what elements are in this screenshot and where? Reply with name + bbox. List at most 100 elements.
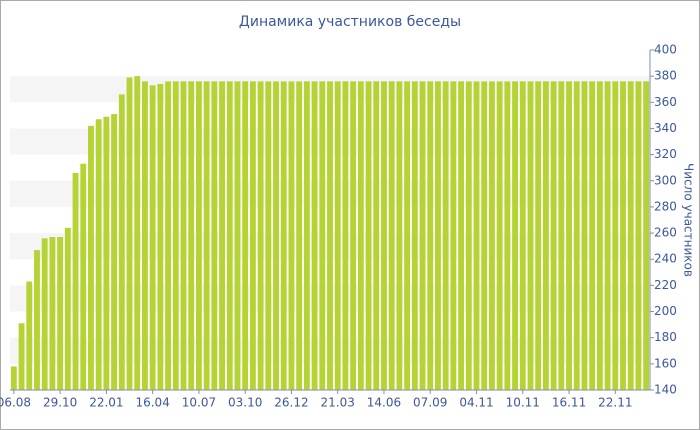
y-axis-label: Число участников bbox=[682, 163, 696, 277]
bar bbox=[596, 81, 603, 390]
x-tick-label: 06.08 bbox=[0, 396, 31, 410]
bar bbox=[334, 81, 341, 390]
bar bbox=[41, 238, 48, 390]
x-tick-label: 10.11 bbox=[506, 396, 540, 410]
bar bbox=[612, 81, 619, 390]
bar bbox=[10, 366, 17, 390]
y-tick-label: 140 bbox=[654, 383, 677, 397]
bar bbox=[149, 85, 156, 391]
y-tick-label: 300 bbox=[654, 173, 677, 187]
bar bbox=[257, 81, 264, 390]
bar bbox=[581, 81, 588, 390]
y-tick-label: 180 bbox=[654, 330, 677, 344]
bar bbox=[203, 81, 210, 390]
bar bbox=[550, 81, 557, 390]
bar bbox=[450, 81, 457, 390]
bar bbox=[458, 81, 465, 390]
y-tick-label: 220 bbox=[654, 278, 677, 292]
x-tick-label: 21.03 bbox=[321, 396, 355, 410]
bar bbox=[473, 81, 480, 390]
bar bbox=[118, 94, 125, 390]
y-tick-label: 320 bbox=[654, 147, 677, 161]
bar bbox=[342, 81, 349, 390]
x-tick-label: 16.04 bbox=[135, 396, 169, 410]
bar bbox=[381, 81, 387, 390]
bar bbox=[88, 125, 94, 390]
bar bbox=[49, 237, 56, 390]
bar bbox=[535, 81, 542, 390]
bar bbox=[249, 81, 256, 390]
x-tick-label: 04.11 bbox=[459, 396, 493, 410]
bar bbox=[280, 81, 287, 390]
x-tick-label: 07.09 bbox=[413, 396, 447, 410]
bar bbox=[311, 81, 318, 390]
bar bbox=[180, 81, 187, 390]
bar bbox=[57, 237, 64, 390]
x-tick-label: 03.10 bbox=[228, 396, 262, 410]
bar bbox=[604, 81, 611, 390]
bar bbox=[558, 81, 565, 390]
x-tick-label: 10.07 bbox=[182, 396, 216, 410]
bar bbox=[527, 81, 534, 390]
bar bbox=[103, 116, 110, 390]
bar bbox=[234, 81, 241, 390]
bar bbox=[427, 81, 434, 390]
bar bbox=[419, 81, 426, 390]
bar bbox=[435, 81, 441, 390]
bar bbox=[404, 81, 411, 390]
y-tick-label: 400 bbox=[654, 43, 677, 57]
bar bbox=[496, 81, 503, 390]
bar bbox=[350, 81, 357, 390]
bar bbox=[265, 81, 272, 390]
bar bbox=[635, 81, 642, 390]
bar bbox=[142, 81, 148, 390]
bar bbox=[365, 81, 372, 390]
bar bbox=[327, 81, 333, 390]
bar bbox=[504, 81, 511, 390]
bar bbox=[226, 81, 233, 390]
bar bbox=[18, 323, 25, 390]
bar bbox=[80, 163, 87, 390]
chart-title: Динамика участников беседы bbox=[239, 14, 461, 30]
x-tick-label: 22.11 bbox=[598, 396, 632, 410]
bar bbox=[319, 81, 326, 390]
bar bbox=[219, 81, 225, 390]
bar bbox=[481, 81, 488, 390]
bar bbox=[566, 81, 572, 390]
x-tick-label: 29.10 bbox=[43, 396, 77, 410]
bar bbox=[296, 81, 303, 390]
bar bbox=[172, 81, 179, 390]
y-tick-label: 200 bbox=[654, 304, 677, 318]
bar bbox=[134, 76, 141, 391]
bar bbox=[573, 81, 580, 390]
bar bbox=[34, 250, 40, 390]
bar bbox=[519, 81, 526, 390]
y-tick-label: 240 bbox=[654, 252, 677, 266]
bar bbox=[488, 81, 495, 390]
y-tick-label: 280 bbox=[654, 199, 677, 213]
bar bbox=[357, 81, 364, 390]
x-tick-label: 26.12 bbox=[274, 396, 308, 410]
bar bbox=[542, 81, 549, 390]
bar bbox=[627, 81, 634, 390]
bar bbox=[411, 81, 418, 390]
bar bbox=[643, 81, 650, 390]
bar bbox=[242, 81, 249, 390]
bar bbox=[188, 81, 195, 390]
bar bbox=[72, 172, 79, 390]
bar bbox=[388, 81, 395, 390]
bar bbox=[303, 81, 310, 390]
x-tick-label: 16.11 bbox=[552, 396, 586, 410]
y-tick-label: 340 bbox=[654, 121, 677, 135]
bar bbox=[126, 77, 133, 390]
bar bbox=[620, 81, 626, 390]
y-tick-label: 160 bbox=[654, 356, 677, 370]
bar bbox=[165, 81, 172, 390]
bar bbox=[396, 81, 403, 390]
bar bbox=[288, 81, 295, 390]
bar bbox=[95, 119, 102, 391]
bar bbox=[273, 81, 279, 390]
bar bbox=[512, 81, 518, 390]
x-tick-label: 22.01 bbox=[89, 396, 123, 410]
